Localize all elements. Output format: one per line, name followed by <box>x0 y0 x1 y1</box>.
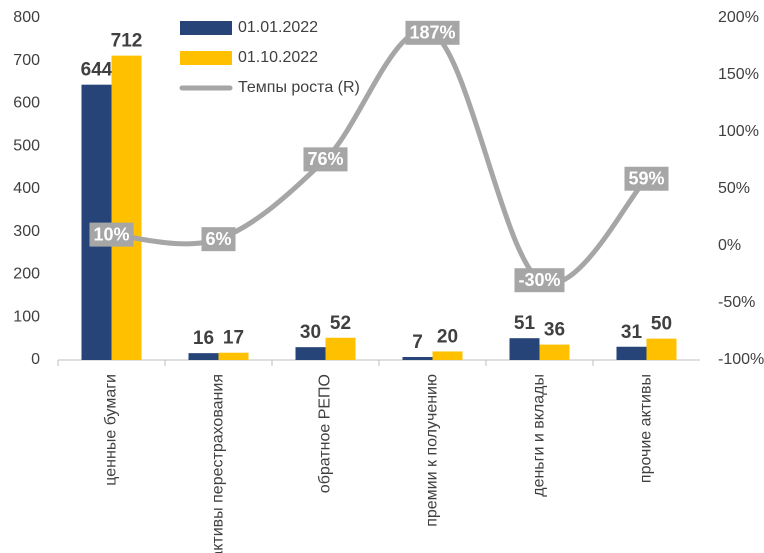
bar <box>539 344 570 360</box>
bar-value-label: 712 <box>111 31 143 52</box>
y-tick-label: 500 <box>13 137 40 154</box>
y-tick-label: 100 <box>13 308 40 325</box>
label-box <box>89 222 134 247</box>
y2-tick-label: 50% <box>718 180 750 197</box>
y2-tick-label: 0% <box>718 237 741 254</box>
legend-swatch <box>180 51 232 65</box>
x-tick-label: прочие активы <box>638 374 655 483</box>
bar <box>218 352 249 360</box>
growth-line <box>109 28 649 286</box>
y-tick-label: 600 <box>13 95 40 112</box>
legend-swatch <box>180 21 232 35</box>
bar-value-label: 50 <box>651 314 672 335</box>
legend-label: Темпы роста (R) <box>238 79 360 96</box>
bar-value-label: 7 <box>412 332 423 353</box>
legend-label: 01.10.2022 <box>238 49 318 66</box>
x-tick-label: премии к получению <box>424 374 441 527</box>
y-tick-label: 800 <box>13 9 40 26</box>
bar-value-label: 16 <box>193 328 214 349</box>
y-tick-label: 400 <box>13 180 40 197</box>
label-box <box>201 227 236 252</box>
y2-tick-label: 100% <box>718 123 759 140</box>
y2-tick-label: 150% <box>718 66 759 83</box>
y2-tick-label: -100% <box>718 351 764 368</box>
line-value-label: 6% <box>201 227 236 252</box>
y2-tick-label: -50% <box>718 294 755 311</box>
line-value-text: 59% <box>628 168 664 188</box>
x-tick-label: активы перестрахования <box>210 374 227 553</box>
bar <box>325 337 356 360</box>
bar-value-label: 644 <box>81 60 113 81</box>
x-tick-label: ценные бумаги <box>103 374 120 486</box>
line-value-label: 187% <box>405 20 460 45</box>
bar <box>188 353 219 360</box>
line-value-label: 76% <box>303 147 348 172</box>
line-value-text: 6% <box>205 229 231 249</box>
y2-tick-label: 200% <box>718 9 759 26</box>
legend-label: 01.01.2022 <box>238 19 318 36</box>
x-tick-label: обратное РЕПО <box>317 374 334 493</box>
line-value-label: 10% <box>89 222 134 247</box>
line-value-text: 76% <box>307 149 343 169</box>
line-value-label: 59% <box>624 166 669 191</box>
bar-value-label: 30 <box>300 322 321 343</box>
bar <box>111 55 142 361</box>
y-tick-label: 300 <box>13 223 40 240</box>
label-box <box>514 268 565 293</box>
y-tick-label: 700 <box>13 52 40 69</box>
bar <box>616 346 647 360</box>
label-box <box>303 147 348 172</box>
line-value-text: 187% <box>409 23 455 43</box>
bar <box>81 84 112 360</box>
label-box <box>624 166 669 191</box>
bar <box>646 338 677 360</box>
line-value-text: 10% <box>93 224 129 244</box>
bar <box>432 351 463 360</box>
bar-value-label: 31 <box>621 322 643 343</box>
y-tick-label: 200 <box>13 266 40 283</box>
line-value-text: -30% <box>518 270 560 290</box>
bar-value-label: 20 <box>437 326 458 347</box>
bar-value-label: 52 <box>330 313 351 334</box>
bar <box>295 347 326 360</box>
bar-value-label: 17 <box>223 328 244 349</box>
bar <box>509 338 540 360</box>
label-box <box>405 20 460 45</box>
x-tick-label: деньги и вклады <box>531 374 548 497</box>
bar <box>402 357 433 360</box>
line-value-label: -30% <box>514 268 565 293</box>
bar-value-label: 36 <box>544 320 565 341</box>
y-tick-label: 0 <box>31 351 40 368</box>
bar-value-label: 51 <box>514 313 536 334</box>
